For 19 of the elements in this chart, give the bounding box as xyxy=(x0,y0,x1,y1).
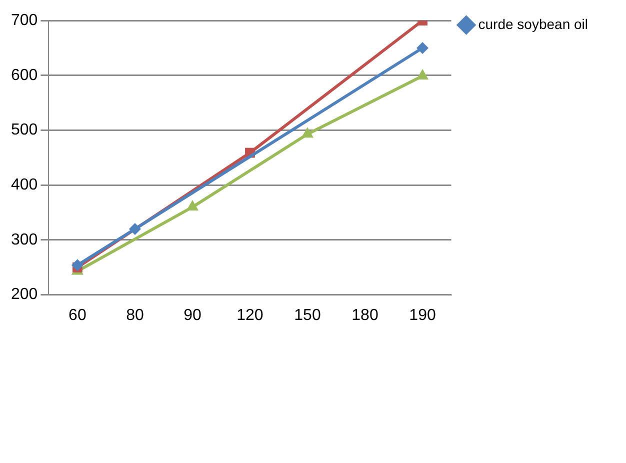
y-tick-label: 400 xyxy=(10,176,38,194)
point xyxy=(186,200,199,211)
x-tick-label: 120 xyxy=(236,306,264,324)
x-tick-label: 150 xyxy=(294,306,321,324)
point xyxy=(71,259,84,272)
point xyxy=(416,42,429,54)
point xyxy=(301,127,314,138)
x-tick-label: 90 xyxy=(184,306,202,324)
point xyxy=(128,222,141,235)
y-tick-label: 600 xyxy=(10,66,38,84)
y-tick-label: 700 xyxy=(10,12,38,30)
legend-label: curde soybean oil xyxy=(478,16,588,32)
x-tick-label: 60 xyxy=(68,306,86,324)
y-tick-label: 300 xyxy=(10,231,38,248)
y-tick-label: 500 xyxy=(10,122,38,139)
x-tick-label: 180 xyxy=(352,306,378,324)
x-tick-label: 80 xyxy=(126,306,144,324)
x-tick-label: 190 xyxy=(409,306,436,324)
y-tick-label: 200 xyxy=(10,286,38,304)
